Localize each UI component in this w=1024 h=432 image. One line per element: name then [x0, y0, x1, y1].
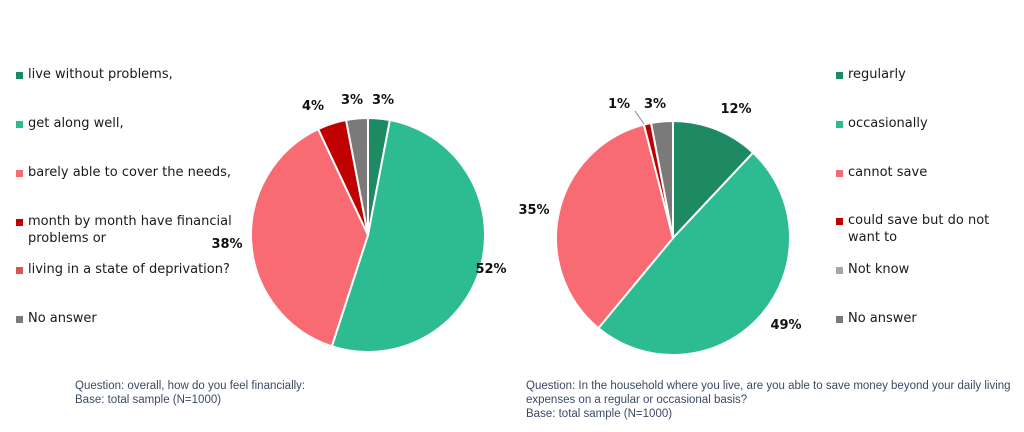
base-text: Base: total sample (N=1000) [526, 408, 673, 420]
legend-label: No answer [28, 311, 97, 326]
legend-swatch [16, 219, 23, 226]
legend-label: Not know [848, 262, 910, 277]
legend-swatch [16, 316, 23, 323]
question-text-cont: expenses on a regular or occasional basi… [526, 394, 748, 406]
data-label-5: 3% [644, 97, 666, 112]
legend-swatch [836, 121, 843, 128]
legend-swatch [836, 316, 843, 323]
legend-swatch [836, 218, 843, 225]
data-label-2: 38% [211, 237, 242, 252]
data-label-0: 12% [720, 102, 751, 117]
pie-slice-0 [672, 120, 755, 239]
legend-label: cannot save [848, 165, 928, 180]
data-label-2: 35% [518, 203, 549, 218]
legend-label: living in a state of deprivation? [28, 262, 230, 277]
question-note-left: Question: overall, how do you feel finan… [75, 379, 305, 407]
legend-swatch [16, 121, 23, 128]
legend-swatch [836, 72, 843, 79]
legend-label: month by month have financial problems o… [28, 214, 232, 246]
pie-slice-2 [555, 123, 674, 330]
legend-swatch [16, 267, 23, 274]
legend-swatch [16, 72, 23, 79]
legend-label: occasionally [848, 116, 928, 131]
data-label-3: 1% [608, 97, 630, 112]
leader-line [634, 110, 645, 125]
legend-label: No answer [848, 311, 917, 326]
legend-label: barely able to cover the needs, [28, 165, 231, 180]
data-label-1: 52% [475, 262, 506, 277]
pie-chart-financial-feeling: 3% 52% 38% 4% 3% [211, 93, 507, 353]
question-text: Question: In the household where you liv… [526, 380, 1011, 392]
legend-swatch [836, 267, 843, 274]
data-label-0: 3% [372, 93, 394, 108]
data-label-1: 49% [770, 318, 801, 333]
legend-label: regularly [848, 67, 906, 82]
data-label-5: 3% [341, 93, 363, 108]
question-note-right: Question: In the household where you liv… [526, 379, 1011, 421]
legend-swatch [836, 170, 843, 177]
pie-slice-1 [597, 151, 791, 356]
pie-slice-2 [250, 128, 369, 348]
question-text: Question: overall, how do you feel finan… [75, 380, 306, 392]
base-text: Base: total sample (N=1000) [75, 394, 222, 406]
data-label-3: 4% [302, 99, 324, 114]
pie-slice-5 [345, 117, 369, 236]
legend-label: get along well, [28, 116, 124, 131]
legend-swatch [16, 170, 23, 177]
legend-label: could save but do not want to [848, 213, 990, 245]
pie-slice-1 [330, 119, 487, 353]
legend-label: live without problems, [28, 67, 173, 82]
pie-slice-5 [650, 120, 674, 239]
pie-chart-saving-ability: 12% 49% 35% 1% 3% [518, 97, 802, 356]
